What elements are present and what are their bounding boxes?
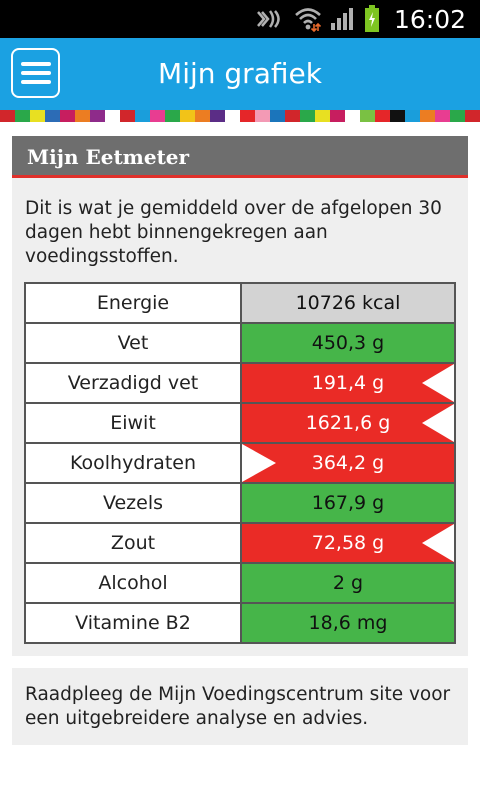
- nfc-icon: [256, 8, 286, 30]
- nutrient-label: Vet: [24, 322, 242, 364]
- strip-segment: [75, 110, 90, 122]
- nutrient-value: 10726 kcal: [240, 282, 456, 324]
- wifi-icon: [294, 6, 322, 32]
- menu-line: [20, 71, 51, 75]
- status-bar: 16:02: [0, 0, 480, 38]
- over-limit-arrow-icon: [422, 405, 453, 441]
- strip-segment: [105, 110, 120, 122]
- footer-card: Raadpleeg de Mijn Voedingscentrum site v…: [12, 668, 468, 745]
- nutrient-label: Zout: [24, 522, 242, 564]
- footer-text: Raadpleeg de Mijn Voedingscentrum site v…: [25, 684, 451, 729]
- table-row: Vitamine B2 18,6 mg: [24, 602, 456, 644]
- nutrient-value-text: 18,6 mg: [308, 612, 388, 634]
- page-title: Mijn grafiek: [158, 57, 322, 90]
- strip-segment: [345, 110, 360, 122]
- strip-segment: [60, 110, 75, 122]
- nutrient-label: Eiwit: [24, 402, 242, 444]
- card-title: Mijn Eetmeter: [12, 136, 468, 178]
- nutrient-value: 450,3 g: [240, 322, 456, 364]
- nutrient-label: Energie: [24, 282, 242, 324]
- strip-segment: [285, 110, 300, 122]
- menu-line: [20, 62, 51, 66]
- strip-segment: [300, 110, 315, 122]
- nutrient-label: Vezels: [24, 482, 242, 524]
- strip-segment: [0, 110, 15, 122]
- strip-segment: [315, 110, 330, 122]
- table-row: Zout 72,58 g: [24, 522, 456, 564]
- nutrient-value-text: 72,58 g: [311, 532, 385, 554]
- status-icons: 16:02: [256, 0, 466, 38]
- table-row: Eiwit 1621,6 g: [24, 402, 456, 444]
- under-limit-arrow-icon: [243, 445, 276, 481]
- nutrient-label: Alcohol: [24, 562, 242, 604]
- strip-segment: [375, 110, 390, 122]
- strip-segment: [120, 110, 135, 122]
- nutrient-value-text: 2 g: [332, 572, 364, 594]
- strip-segment: [90, 110, 105, 122]
- strip-segment: [330, 110, 345, 122]
- strip-segment: [420, 110, 435, 122]
- strip-segment: [165, 110, 180, 122]
- signal-icon: [330, 7, 356, 31]
- nutrient-value-text: 191,4 g: [311, 372, 385, 394]
- menu-line: [20, 80, 51, 84]
- strip-segment: [465, 110, 480, 122]
- strip-segment: [270, 110, 285, 122]
- status-time: 16:02: [393, 4, 466, 34]
- nutrient-value-text: 364,2 g: [311, 452, 385, 474]
- battery-charging-icon: [364, 5, 380, 33]
- strip-segment: [435, 110, 450, 122]
- nutrient-label: Koolhydraten: [24, 442, 242, 484]
- eetmeter-card: Mijn Eetmeter Dit is wat je gemiddeld ov…: [12, 136, 468, 656]
- strip-segment: [15, 110, 30, 122]
- strip-segment: [225, 110, 240, 122]
- strip-segment: [360, 110, 375, 122]
- nutrient-value-text: 167,9 g: [311, 492, 385, 514]
- nutrient-value-text: 1621,6 g: [305, 412, 391, 434]
- table-row: Vezels 167,9 g: [24, 482, 456, 524]
- nutrient-value: 72,58 g: [240, 522, 456, 564]
- strip-segment: [150, 110, 165, 122]
- hamburger-menu-icon[interactable]: [11, 48, 60, 98]
- strip-segment: [240, 110, 255, 122]
- table-row: Verzadigd vet 191,4 g: [24, 362, 456, 404]
- strip-segment: [405, 110, 420, 122]
- intro-text: Dit is wat je gemiddeld over de afgelope…: [25, 198, 442, 267]
- strip-segment: [30, 110, 45, 122]
- strip-segment: [450, 110, 465, 122]
- nutrient-value: 1621,6 g: [240, 402, 456, 444]
- table-row: Koolhydraten 364,2 g: [24, 442, 456, 484]
- strip-segment: [45, 110, 60, 122]
- nutrient-label: Verzadigd vet: [24, 362, 242, 404]
- strip-segment: [195, 110, 210, 122]
- strip-segment: [210, 110, 225, 122]
- nutrient-value-text: 10726 kcal: [295, 292, 401, 314]
- table-row: Alcohol 2 g: [24, 562, 456, 604]
- app-bar: Mijn grafiek: [0, 38, 480, 110]
- table-row: Energie 10726 kcal: [24, 282, 456, 324]
- nutrient-table: Energie 10726 kcal Vet 450,3 g Verzadigd vet…: [24, 282, 456, 644]
- color-strip: [0, 110, 480, 122]
- nutrient-value: 167,9 g: [240, 482, 456, 524]
- strip-segment: [390, 110, 405, 122]
- nutrient-value-text: 450,3 g: [311, 332, 385, 354]
- nutrient-value: 191,4 g: [240, 362, 456, 404]
- strip-segment: [180, 110, 195, 122]
- nutrient-value: 364,2 g: [240, 442, 456, 484]
- nutrient-value: 2 g: [240, 562, 456, 604]
- strip-segment: [135, 110, 150, 122]
- strip-segment: [255, 110, 270, 122]
- nutrient-value: 18,6 mg: [240, 602, 456, 644]
- nutrient-label: Vitamine B2: [24, 602, 242, 644]
- over-limit-arrow-icon: [422, 525, 453, 561]
- table-row: Vet 450,3 g: [24, 322, 456, 364]
- over-limit-arrow-icon: [422, 365, 453, 401]
